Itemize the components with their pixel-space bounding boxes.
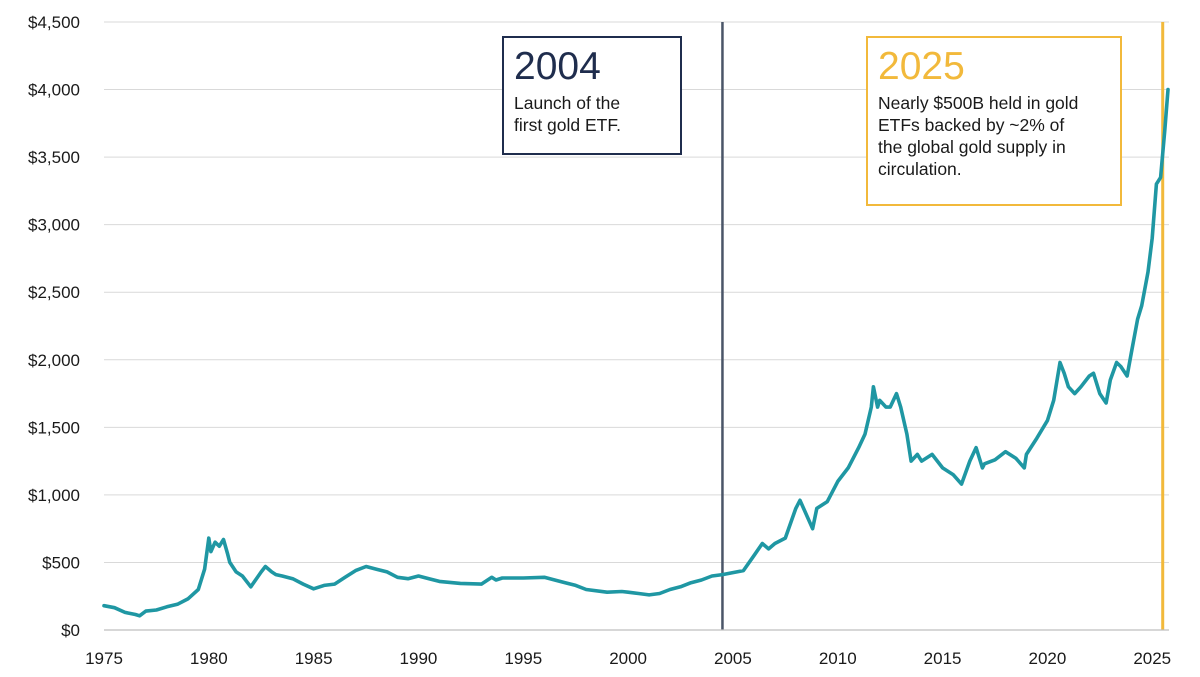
y-tick-label: $3,500: [28, 148, 80, 167]
y-tick-label: $0: [61, 621, 80, 640]
x-tick-label: 2005: [714, 649, 752, 668]
x-tick-label: 2025: [1133, 649, 1171, 668]
x-axis-ticks: 1975 1980 1985 1990 1995 2000 2005 2010 2015 2020…: [85, 649, 1171, 668]
x-tick-label: 1990: [400, 649, 438, 668]
annotation-text-line: first gold ETF.: [514, 115, 621, 135]
y-tick-label: $4,000: [28, 81, 80, 100]
annotation-text-line: Nearly $500B held in gold: [878, 93, 1079, 113]
y-axis-ticks: $0 $500 $1,000 $1,500 $2,000 $2,500 $3,000 $3,5…: [28, 13, 80, 640]
annotation-year-2025: 2025: [878, 45, 965, 88]
x-tick-label: 2010: [819, 649, 857, 668]
x-tick-label: 1985: [295, 649, 333, 668]
x-tick-label: 1995: [504, 649, 542, 668]
y-tick-label: $1,000: [28, 486, 80, 505]
y-tick-label: $2,000: [28, 351, 80, 370]
x-tick-label: 2015: [924, 649, 962, 668]
gold-price-series-line: [102, 87, 1170, 618]
gridlines: [104, 21, 1169, 563]
y-tick-label: $500: [42, 553, 80, 572]
annotation-text-2004: Launch of the first gold ETF.: [514, 92, 670, 136]
x-tick-label: 1975: [85, 649, 123, 668]
annotation-text-line: Launch of the: [514, 93, 621, 113]
y-tick-label: $2,500: [28, 283, 80, 302]
x-tick-label: 1980: [190, 649, 228, 668]
y-tick-label: $3,000: [28, 216, 80, 235]
annotation-text-line: circulation.: [878, 159, 962, 179]
annotation-box-2004: 2004 Launch of the first gold ETF.: [502, 36, 682, 155]
y-tick-label: $4,500: [28, 13, 80, 32]
annotation-year-2004: 2004: [514, 45, 601, 88]
annotation-box-2025: 2025 Nearly $500B held in gold ETFs back…: [866, 36, 1122, 206]
y-tick-label: $1,500: [28, 418, 80, 437]
x-tick-label: 2000: [609, 649, 647, 668]
x-tick-label: 2020: [1028, 649, 1066, 668]
annotation-text-2025: Nearly $500B held in gold ETFs backed by…: [878, 92, 1110, 180]
annotation-text-line: ETFs backed by ~2% of: [878, 115, 1065, 135]
annotation-text-line: the global gold supply in: [878, 137, 1066, 157]
